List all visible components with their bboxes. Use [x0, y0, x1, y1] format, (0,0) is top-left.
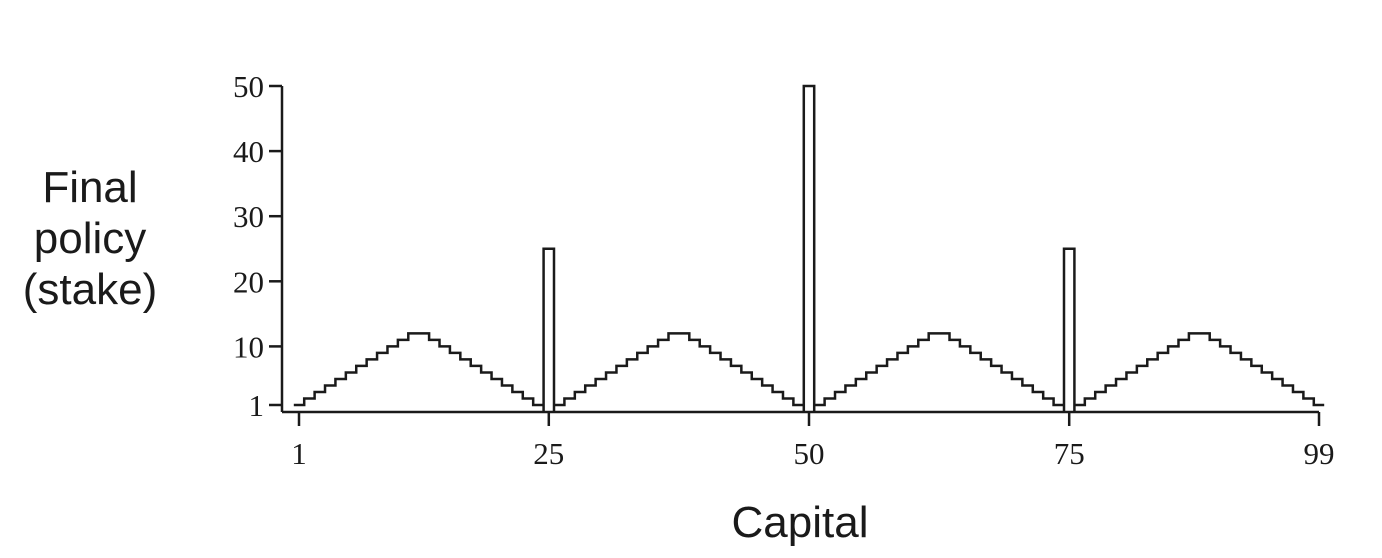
y-axis-title-line: (stake) — [23, 265, 157, 314]
policy-step-line — [293, 84, 1325, 412]
y-tick-label: 10 — [233, 329, 264, 364]
y-axis-title-line: policy — [34, 214, 147, 263]
x-tick-label: 50 — [794, 436, 825, 471]
x-tick-label: 25 — [533, 436, 564, 471]
y-axis-title: Final policy (stake) — [23, 163, 157, 314]
x-axis-title: Capital — [732, 498, 869, 547]
y-axis: 1 10 20 30 40 50 — [233, 69, 284, 423]
y-tick-label: 50 — [233, 69, 264, 104]
y-tick-label: 1 — [249, 388, 265, 423]
y-tick-label: 40 — [233, 134, 264, 169]
x-tick-label: 99 — [1304, 436, 1335, 471]
x-tick-label: 75 — [1054, 436, 1085, 471]
x-axis: 1 25 50 75 99 — [282, 410, 1335, 471]
y-tick-label: 30 — [233, 199, 264, 234]
x-tick-label: 1 — [291, 436, 307, 471]
y-axis-title-line: Final — [42, 163, 137, 212]
y-tick-label: 20 — [233, 264, 264, 299]
